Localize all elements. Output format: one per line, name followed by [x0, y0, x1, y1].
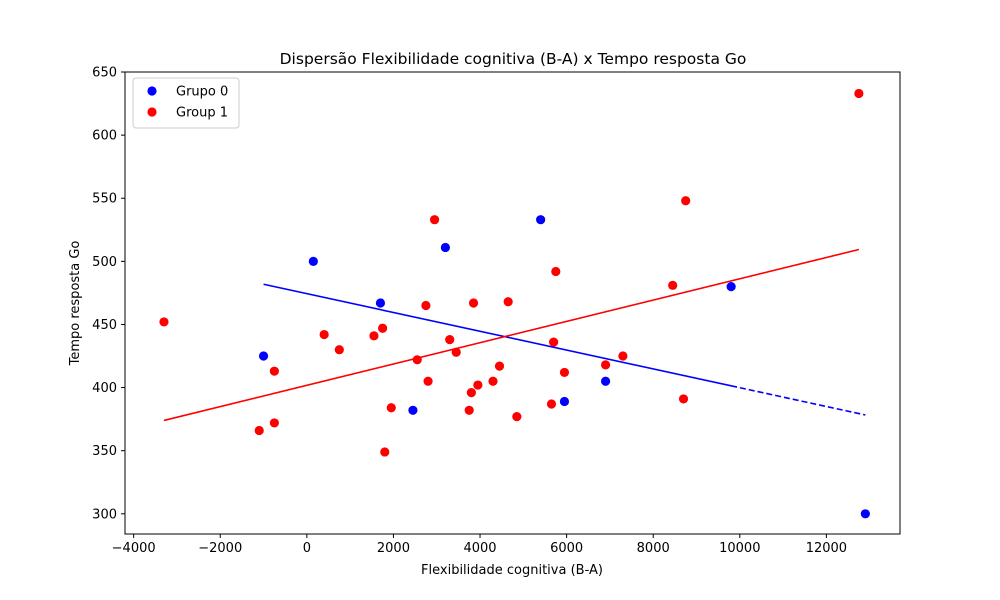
x-tick-label: 2000: [377, 541, 410, 556]
legend-label: Grupo 0: [176, 85, 228, 100]
data-point: [536, 215, 546, 225]
data-point: [860, 509, 870, 519]
y-tick-label: 550: [92, 192, 117, 207]
data-point: [380, 447, 390, 457]
trend-line-extension: [730, 385, 866, 416]
data-point: [386, 403, 396, 413]
data-point: [423, 376, 433, 386]
data-point: [334, 345, 344, 355]
legend: Grupo 0 Group 1: [132, 77, 240, 129]
data-point: [551, 266, 561, 277]
y-axis: 300 350 400 450 500 550 600 650: [92, 66, 125, 522]
trend-1: [163, 248, 860, 422]
data-point: [445, 335, 455, 345]
data-point: [429, 215, 440, 225]
data-point: [254, 425, 264, 436]
trend-line: [163, 248, 860, 422]
data-point: [378, 323, 388, 333]
x-tick-label: −2000: [198, 541, 242, 556]
data-point: [466, 388, 476, 398]
data-point: [369, 331, 379, 341]
data-point: [159, 317, 169, 327]
legend-label: Group 1: [176, 106, 228, 121]
data-point: [618, 351, 628, 361]
data-point: [269, 366, 279, 376]
y-tick-label: 400: [92, 381, 117, 396]
data-point: [494, 361, 505, 371]
legend-box: [132, 77, 240, 129]
x-tick-label: 4000: [463, 541, 496, 556]
data-point: [681, 196, 691, 206]
y-tick-label: 500: [92, 255, 117, 270]
data-point: [269, 418, 279, 428]
data-point: [600, 376, 611, 386]
data-point: [408, 405, 418, 415]
data-point: [464, 405, 474, 415]
data-point: [473, 380, 483, 390]
x-tick-label: 10000: [719, 541, 760, 556]
trend-line: [263, 283, 732, 387]
chart-title: Dispersão Flexibilidade cognitiva (B-A) …: [280, 50, 747, 68]
y-axis-label: Tempo resposta Go: [68, 241, 83, 367]
legend-marker: [147, 86, 157, 96]
series-0: [258, 215, 870, 519]
data-point: [512, 412, 522, 422]
data-point: [488, 376, 498, 386]
x-tick-label: −4000: [112, 541, 156, 556]
x-tick-label: 12000: [806, 541, 847, 556]
y-tick-label: 300: [92, 507, 117, 522]
data-point: [549, 337, 559, 347]
trend-0: [263, 283, 866, 416]
data-point: [546, 399, 557, 409]
y-tick-label: 600: [92, 129, 117, 144]
y-tick-label: 450: [92, 318, 117, 333]
data-point: [440, 242, 450, 253]
data-point: [559, 367, 570, 378]
plot-frame: [124, 71, 901, 535]
data-point: [258, 351, 269, 361]
x-tick-label: 8000: [637, 541, 670, 556]
y-tick-label: 350: [92, 444, 117, 459]
data-point: [421, 300, 431, 311]
data-point: [468, 298, 479, 308]
data-point: [726, 281, 736, 292]
data-point: [503, 297, 513, 307]
data-point: [600, 360, 611, 370]
x-tick-label: 6000: [550, 541, 583, 556]
plot-area: [124, 71, 901, 535]
data-point: [375, 298, 386, 308]
legend-marker: [147, 107, 157, 117]
data-point: [319, 329, 329, 340]
data-point: [308, 256, 318, 266]
x-axis-label: Flexibilidade cognitiva (B-A): [421, 563, 603, 578]
data-point: [559, 396, 570, 407]
x-axis: −4000 −2000 0 2000 4000 6000 8000 10000 12000: [112, 534, 847, 556]
x-tick-label: 0: [303, 541, 311, 556]
y-tick-label: 650: [92, 66, 117, 81]
series-1: [159, 88, 864, 457]
data-point: [678, 394, 689, 404]
data-point: [854, 88, 864, 99]
data-point: [668, 280, 678, 290]
